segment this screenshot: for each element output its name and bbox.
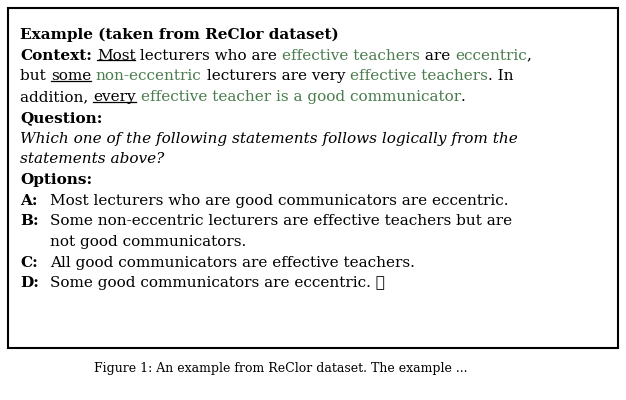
Text: addition,: addition,	[20, 90, 93, 104]
Text: statements above?: statements above?	[20, 152, 164, 166]
Text: some: some	[51, 69, 91, 83]
Text: Example (taken from ReClor dataset): Example (taken from ReClor dataset)	[20, 28, 339, 42]
Text: effective teachers: effective teachers	[282, 49, 420, 63]
Text: lecturers who are: lecturers who are	[135, 49, 282, 63]
Text: Most: Most	[97, 49, 135, 63]
Text: effective teacher is a good communicator: effective teacher is a good communicator	[141, 90, 461, 104]
Text: .: .	[461, 90, 466, 104]
Bar	[8, 8, 618, 348]
Text: . In: . In	[488, 69, 513, 83]
Text: are: are	[420, 49, 455, 63]
Text: Context:: Context:	[20, 49, 92, 63]
Text: but: but	[20, 69, 51, 83]
Text: Some non-eccentric lecturers are effective teachers but are: Some non-eccentric lecturers are effecti…	[50, 214, 512, 228]
Text: not good communicators.: not good communicators.	[50, 235, 246, 249]
Text: Options:: Options:	[20, 173, 92, 187]
Text: Figure 1: An example from ReClor dataset. The example ...: Figure 1: An example from ReClor dataset…	[94, 362, 468, 375]
Text: A:: A:	[20, 194, 38, 208]
Text: Question:: Question:	[20, 111, 103, 125]
Text: effective teachers: effective teachers	[350, 69, 488, 83]
Text: Some good communicators are eccentric. ✓: Some good communicators are eccentric. ✓	[50, 276, 385, 290]
Text: Which one of the following statements follows logically from the: Which one of the following statements fo…	[20, 132, 518, 146]
Text: D:: D:	[20, 276, 39, 290]
Text: ,: ,	[527, 49, 531, 63]
Text: B:: B:	[20, 214, 39, 228]
Text: lecturers are very: lecturers are very	[202, 69, 350, 83]
Text: non-eccentric: non-eccentric	[96, 69, 202, 83]
Text: C:: C:	[20, 256, 38, 270]
Text: eccentric: eccentric	[455, 49, 527, 63]
Text: Most lecturers who are good communicators are eccentric.: Most lecturers who are good communicator…	[50, 194, 508, 208]
Text: All good communicators are effective teachers.: All good communicators are effective tea…	[50, 256, 415, 270]
Text: every: every	[93, 90, 136, 104]
